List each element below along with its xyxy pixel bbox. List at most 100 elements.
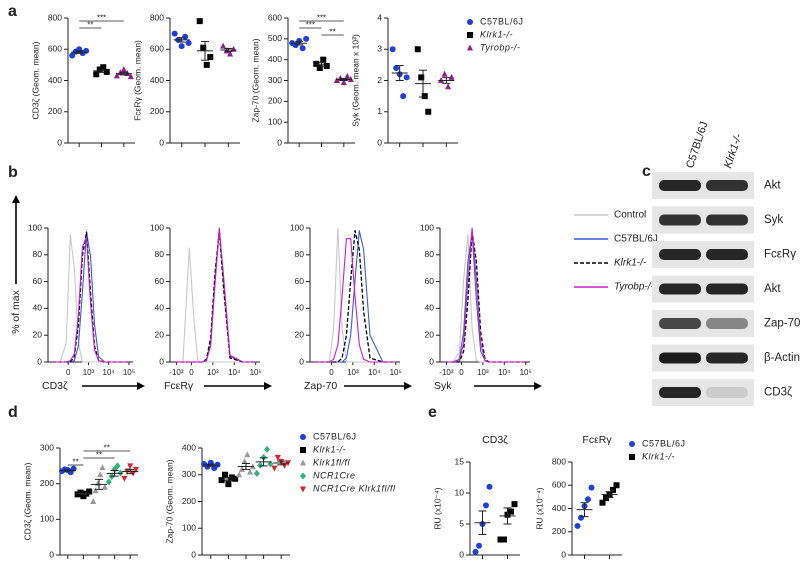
data-point (133, 466, 139, 473)
histogram-line (52, 236, 129, 363)
x-tick-label: 10⁴ (498, 368, 511, 377)
y-tick-label: 100 (150, 222, 164, 232)
legend-label: Klrk1fl/fl (313, 457, 351, 467)
x-axis-label: Syk (434, 380, 452, 392)
legend-label: Klrk1-/- (313, 444, 346, 454)
data-point (114, 462, 121, 470)
blot-band (659, 249, 701, 260)
data-point (476, 542, 482, 549)
legend-label: Tyrobp-/- (480, 42, 520, 52)
x-tick-label: 0 (459, 368, 464, 377)
y-tick-label: 60 (155, 276, 165, 286)
y-tick-label: 200 (182, 496, 196, 506)
y-tick-label: 2 (377, 75, 382, 85)
data-point (178, 43, 185, 50)
legend-label: Klrk1-/- (614, 258, 647, 269)
blot-row-label: Akt (764, 283, 781, 295)
data-point (86, 488, 93, 495)
panel-label: b (8, 164, 18, 181)
y-tick-label: 600 (150, 44, 164, 54)
y-tick-label: 80 (33, 249, 43, 259)
chart-title: CD3ζ (482, 434, 508, 446)
y-tick-label: 100 (420, 222, 434, 232)
x-tick-label: 10³ (207, 368, 219, 377)
y-tick-label: 200 (268, 96, 282, 106)
y-tick-label: 0 (49, 549, 54, 559)
y-tick-label: 300 (182, 469, 196, 479)
blot-row-label: FcεRγ (764, 249, 796, 261)
legend-label: Klrk1-/- (642, 451, 675, 461)
y-tick-label: 800 (552, 456, 566, 466)
x-tick-label: 10⁵ (520, 368, 532, 377)
data-point (389, 46, 396, 53)
data-point (303, 35, 310, 42)
y-tick-label: 60 (295, 276, 305, 286)
data-point (316, 65, 323, 71)
x-tick-label: 10⁴ (103, 368, 116, 377)
blot-row-label: Zap-70 (764, 318, 800, 330)
data-point (218, 477, 225, 484)
data-point (103, 68, 110, 75)
y-tick-label: 0 (37, 356, 42, 366)
data-point (603, 495, 609, 502)
blot-band (659, 352, 701, 364)
y-tick-label: 10 (455, 487, 465, 497)
blot-row-label: Akt (764, 180, 781, 192)
legend-marker (629, 441, 635, 447)
data-point (257, 461, 264, 469)
arrow-head (137, 382, 145, 390)
data-point (220, 42, 227, 49)
y-tick-label: 600 (268, 12, 282, 22)
x-tick-label: 0 (66, 368, 71, 377)
blot-band (659, 318, 701, 329)
data-point (90, 498, 97, 504)
panel-label: e (428, 404, 437, 421)
y-tick-label: 60 (33, 276, 43, 286)
data-point (441, 70, 448, 77)
data-point (486, 483, 493, 490)
data-point (299, 45, 306, 52)
blot-band (706, 318, 748, 329)
legend-marker (300, 447, 306, 453)
data-point (127, 73, 134, 80)
data-point (92, 487, 99, 494)
y-tick-label: 0 (277, 137, 282, 147)
legend-marker (300, 486, 306, 493)
y-tick-label: 100 (268, 116, 282, 126)
legend-marker (467, 19, 473, 25)
x-tick-label: 10⁵ (123, 368, 135, 377)
data-point (274, 454, 281, 461)
y-tick-label: 800 (48, 12, 62, 22)
y-tick-label: 200 (150, 106, 164, 116)
y-tick-label: 0 (159, 356, 164, 366)
data-point (260, 453, 267, 461)
data-point (511, 501, 518, 508)
blot-band (706, 283, 748, 295)
data-point (585, 496, 591, 503)
y-tick-label: 100 (28, 222, 42, 232)
legend-marker (629, 454, 635, 460)
y-tick-label: 0 (377, 137, 382, 147)
arrow-head (264, 382, 272, 390)
data-point (414, 46, 421, 53)
significance-label: ** (330, 28, 336, 37)
y-tick-label: 15 (455, 456, 465, 466)
blot-row-label: β-Actin (764, 352, 800, 364)
data-point (69, 52, 76, 59)
histogram-line (444, 227, 526, 363)
data-point (323, 62, 330, 69)
y-tick-label: 3 (377, 44, 382, 54)
legend-label: C57BL/6J (642, 438, 686, 448)
y-axis-label: RU (x10⁻⁴) (534, 487, 544, 529)
y-tick-label: 200 (48, 106, 62, 116)
y-tick-label: 0 (561, 549, 566, 559)
data-point (241, 457, 248, 464)
x-tick-label: 10³ (477, 368, 489, 377)
x-tick-label: 0 (189, 368, 194, 377)
y-tick-label: 800 (150, 12, 164, 22)
data-point (171, 30, 178, 37)
legend-label: NCR1Cre Klrk1fl/fl (313, 483, 396, 493)
blot-band (706, 352, 748, 364)
y-tick-label: 20 (155, 329, 165, 339)
